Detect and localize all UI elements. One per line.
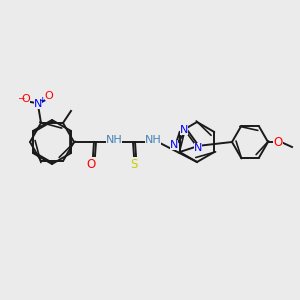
Text: N: N [34,99,42,109]
Text: O: O [22,94,30,104]
Text: NH: NH [145,135,161,145]
Text: O: O [45,91,53,101]
Text: N: N [194,143,202,153]
Text: O: O [273,136,283,148]
Text: O: O [86,158,96,170]
Text: −: − [17,93,25,102]
Text: +: + [38,96,46,105]
Text: N: N [180,124,188,135]
Text: S: S [130,158,138,170]
Text: N: N [170,140,178,150]
Text: NH: NH [106,135,122,145]
